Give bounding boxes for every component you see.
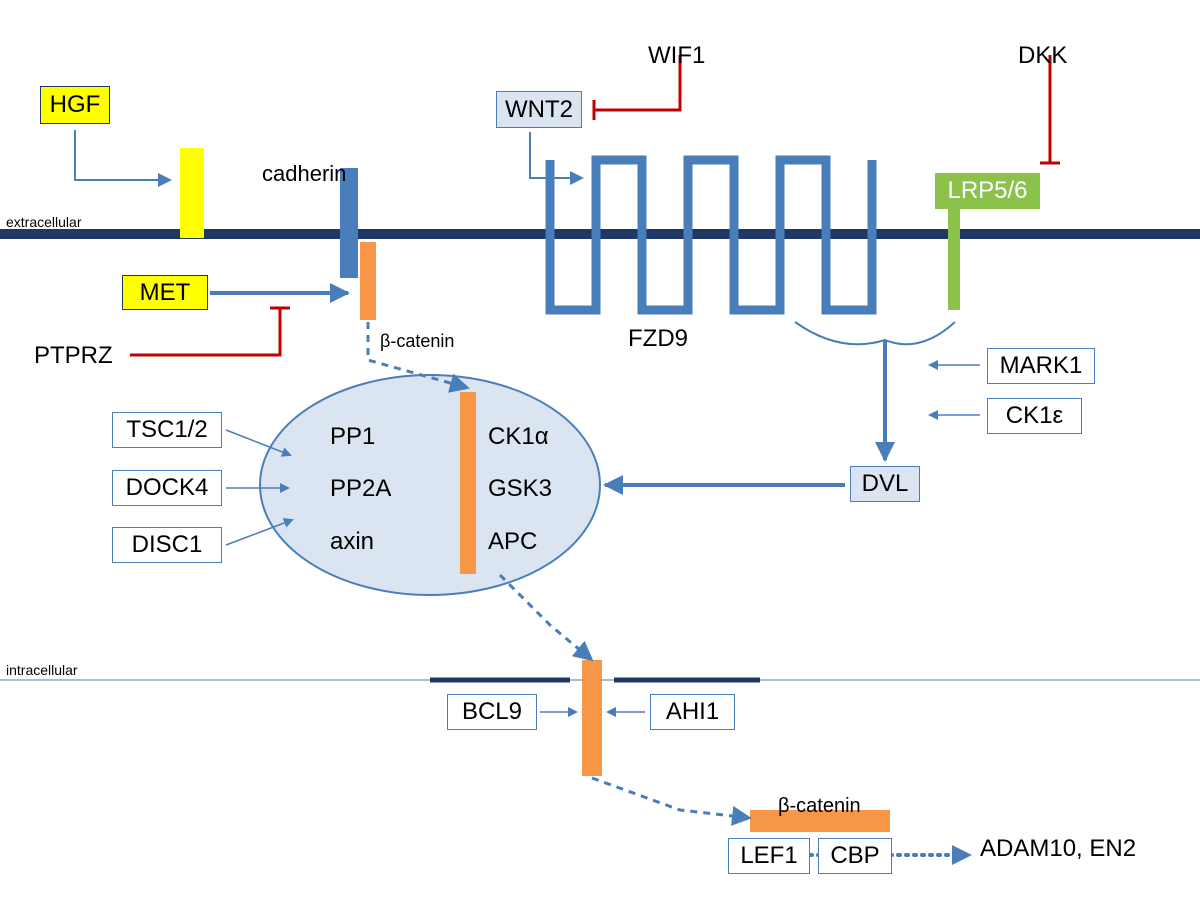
label-CK1a: CK1α [488, 423, 549, 451]
label-GSK3: GSK3 [488, 475, 552, 503]
node-DOCK4: DOCK4 [112, 470, 222, 506]
label-bcat1: β-catenin [380, 331, 454, 352]
node-DVL: DVL [850, 466, 920, 502]
node-BCL9: BCL9 [447, 694, 537, 730]
node-LRP56: LRP5/6 [935, 173, 1040, 209]
label-cadherin_lbl: cadherin [262, 161, 346, 187]
node-MET: MET [122, 275, 208, 310]
label-axin: axin [330, 528, 374, 556]
label-WIF1: WIF1 [648, 42, 705, 70]
label-PP2A: PP2A [330, 475, 391, 503]
label-ADAM10EN2: ADAM10, EN2 [980, 835, 1136, 863]
label-extracellular: extracellular [6, 214, 81, 230]
node-CBP: CBP [818, 838, 892, 874]
node-WNT2: WNT2 [496, 91, 582, 128]
label-intracellular: intracellular [6, 662, 78, 678]
node-CK1e: CK1ε [987, 398, 1082, 434]
node-HGF: HGF [40, 86, 110, 124]
label-PP1: PP1 [330, 423, 375, 451]
node-MARK1: MARK1 [987, 348, 1095, 384]
label-FZD9: FZD9 [628, 325, 688, 353]
label-APC: APC [488, 528, 537, 556]
node-LEF1: LEF1 [728, 838, 810, 874]
label-PTPRZ: PTPRZ [34, 342, 113, 370]
label-bcat2: β-catenin [778, 795, 861, 818]
node-TSC12: TSC1/2 [112, 412, 222, 448]
label-DKK: DKK [1018, 42, 1067, 70]
node-AHI1: AHI1 [650, 694, 735, 730]
node-DISC1: DISC1 [112, 527, 222, 563]
